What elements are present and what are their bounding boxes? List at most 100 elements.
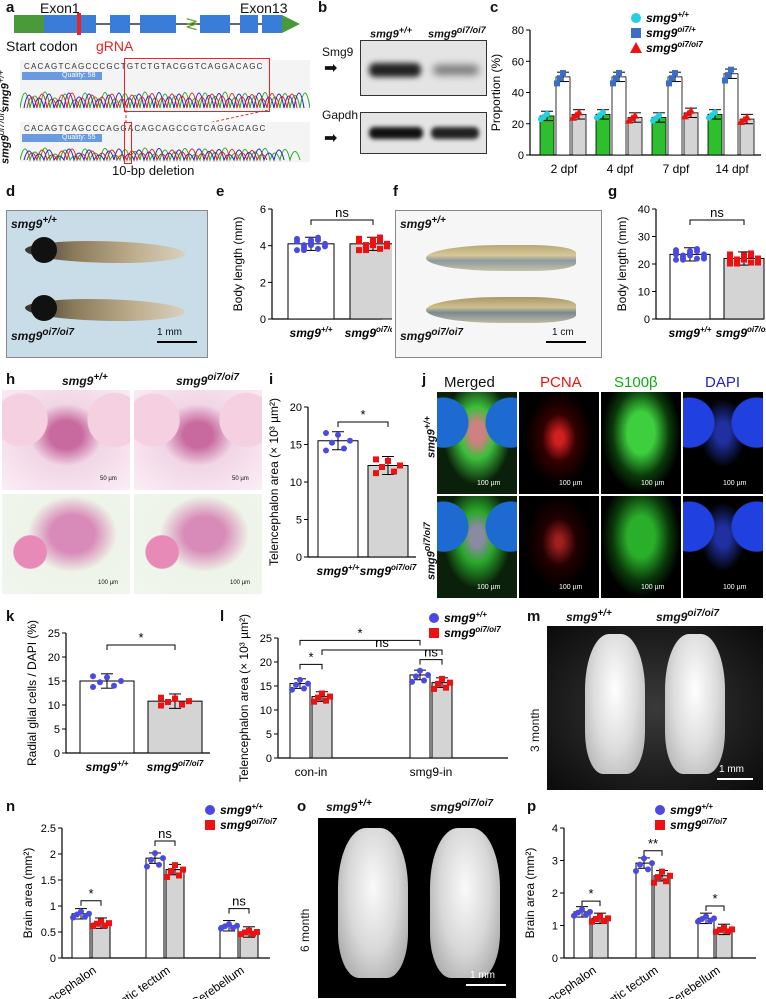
scale-text-j2: 100 µm: [559, 480, 583, 487]
deletion-highlight-box: [124, 58, 270, 112]
legend-marker: [429, 628, 439, 638]
genotype-label-mut-a: smg9oi7/oi7: [0, 108, 12, 164]
fluor-s100-wt: 100 µm: [601, 392, 681, 494]
panel-label-f: f: [393, 183, 398, 200]
y-axis-label: Telencephalon area (× 10³ µm²): [267, 398, 281, 566]
data-point: [238, 931, 244, 938]
y-tick-label: 6: [260, 204, 266, 216]
data-point: [717, 926, 723, 933]
x-tick-label: Cerebellum: [188, 963, 246, 999]
significance-bracket: [643, 850, 663, 856]
y-tick-label: 20: [512, 119, 524, 131]
legend-label: smg9oi7/+: [646, 25, 696, 40]
data-point: [435, 680, 441, 687]
y-tick-label: 15: [260, 681, 272, 693]
data-point: [97, 679, 103, 686]
data-point: [600, 109, 606, 116]
data-point: [425, 671, 431, 678]
legend-marker: [205, 805, 215, 815]
significance-label: *: [88, 886, 93, 901]
deletion-label: 10-bp deletion: [112, 163, 195, 178]
data-point: [90, 673, 96, 680]
y-axis-label: Brain area (mm²): [523, 848, 537, 939]
fluor-pcna-wt: 100 µm: [519, 392, 599, 494]
y-tick-label: 5: [54, 724, 60, 736]
start-codon-label: Start codon: [6, 38, 78, 54]
fluor-dapi-mut: 100 µm: [683, 496, 763, 598]
bar: [611, 76, 627, 156]
x-tick-label: smg9+/+: [669, 325, 712, 340]
data-point: [341, 445, 347, 452]
data-point: [118, 678, 124, 684]
scale-text-h3: 100 µm: [98, 580, 119, 586]
genotype-wt-j: smg9+/+: [422, 416, 438, 458]
x-tick-label: smg9oi7/oi7: [716, 325, 766, 340]
data-point: [575, 108, 583, 116]
data-point: [409, 678, 415, 685]
genotype-wt-h: smg9+/+: [62, 372, 108, 388]
genotype-wt-d: smg9+/+: [11, 215, 57, 231]
y-tick-label: 10: [48, 700, 60, 712]
significance-label: *: [588, 886, 593, 901]
panel-label-d: d: [6, 183, 16, 200]
data-point: [439, 675, 445, 682]
data-point: [593, 916, 599, 923]
y-tick-label: 4: [260, 241, 266, 253]
y-tick-label: 1: [50, 901, 56, 913]
y-tick-label: 0: [54, 748, 60, 760]
label-s100: S100β: [614, 374, 658, 391]
fluor-s100-mut: 100 µm: [601, 496, 681, 598]
data-point: [246, 927, 252, 934]
bar: [697, 917, 715, 959]
data-point: [413, 673, 419, 680]
data-point: [104, 674, 110, 681]
grna-label: gRNA: [96, 38, 134, 54]
data-point: [370, 242, 376, 249]
data-point: [616, 69, 622, 76]
data-point: [645, 866, 651, 873]
genotype-mut-f: smg9oi7/oi7: [400, 327, 464, 343]
scale-text-j8: 100 µm: [723, 584, 747, 591]
y-tick-label: 0: [552, 953, 558, 965]
panel-label-l: l: [220, 608, 225, 625]
chromatogram-mut: CACAGTCAGCCCAGGACAGCAGCCGTCAGGACAGC Qual…: [20, 122, 310, 162]
significance-bracket: [321, 649, 443, 655]
photo-d-larvae: smg9+/+ smg9oi7/oi7 1 mm: [6, 210, 208, 358]
bar: [367, 465, 409, 558]
fluor-merged-wt: 100 µm: [437, 392, 517, 494]
svg-text:≷: ≷: [185, 16, 198, 33]
data-point: [323, 697, 329, 704]
blot-smg9: [360, 40, 487, 96]
data-point: [725, 72, 731, 79]
x-tick-label: Cerebellum: [664, 963, 722, 999]
significance-label: ns: [424, 645, 438, 660]
y-axis-label: Telencephalon area (× 10³ µm²): [237, 614, 251, 782]
y-tick-label: 0: [296, 552, 302, 564]
data-point: [377, 237, 383, 244]
data-point: [164, 873, 170, 880]
data-point: [289, 686, 295, 693]
data-point: [165, 699, 171, 706]
y-tick-label: 30: [638, 232, 650, 244]
data-point: [397, 462, 403, 469]
y-tick-label: 0: [260, 314, 266, 326]
panel-label-g: g: [608, 183, 618, 200]
legend-marker: [655, 820, 665, 830]
x-tick-label: Telencephalon: [527, 963, 598, 999]
data-point: [315, 237, 321, 244]
bar: [349, 243, 392, 320]
data-point: [226, 921, 232, 928]
y-tick-label: 25: [48, 628, 60, 640]
data-point: [293, 681, 299, 688]
significance-label: ns: [158, 826, 172, 841]
y-tick-label: 2.5: [41, 823, 56, 835]
data-point: [148, 856, 154, 863]
trace-wt: [20, 91, 310, 109]
genotype-wt-o: smg9+/+: [326, 798, 372, 814]
bar: [573, 911, 591, 959]
data-point: [294, 238, 300, 245]
data-point: [748, 252, 754, 259]
significance-label: ns: [710, 205, 724, 220]
data-point: [722, 77, 728, 84]
data-point: [669, 75, 675, 82]
